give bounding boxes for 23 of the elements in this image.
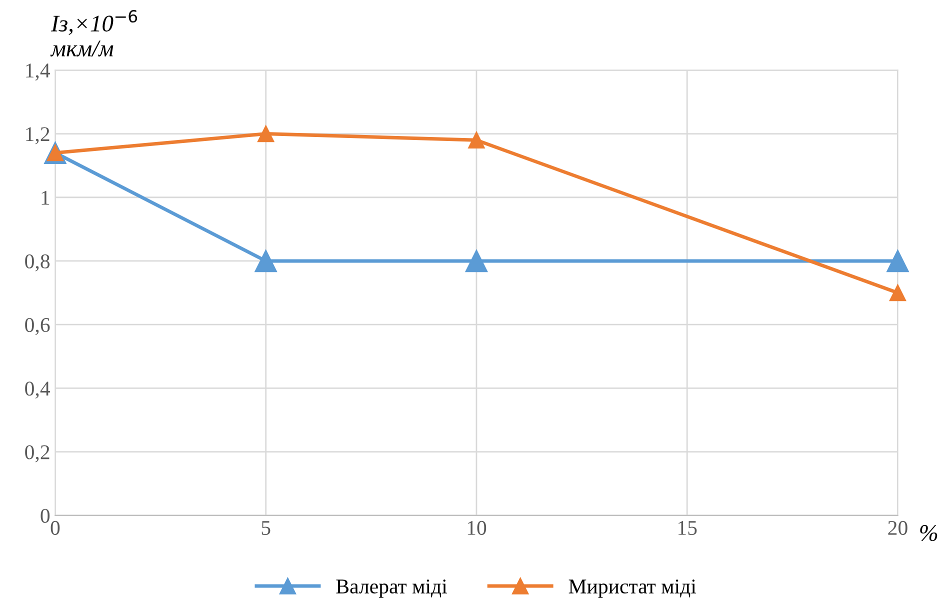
point bbox=[886, 250, 909, 272]
x-tick-label: 20 bbox=[888, 520, 908, 535]
point bbox=[889, 284, 906, 302]
y-tick-label: 0,2 bbox=[25, 445, 50, 462]
y-tick-label: 1,2 bbox=[26, 127, 50, 144]
x-tick-label: 5 bbox=[262, 521, 270, 535]
point bbox=[468, 132, 485, 148]
y-tick-label: 1 bbox=[42, 190, 50, 205]
y-axis-title: Iз,×10$^{−6}$ мкм/м bbox=[50, 10, 138, 56]
legend-label: Миристат міді bbox=[568, 580, 696, 598]
point bbox=[254, 250, 277, 272]
y-tick-label: 0,4 bbox=[25, 382, 50, 399]
y-tick-label: 0 bbox=[40, 508, 50, 523]
x-tick-label: 0 bbox=[50, 520, 60, 535]
y-tick-label: 1,4 bbox=[26, 64, 50, 81]
point bbox=[258, 125, 274, 142]
x-axis-title: % bbox=[920, 525, 938, 542]
point bbox=[465, 250, 488, 272]
x-tick-label: 15 bbox=[678, 521, 697, 535]
legend-label: Валерат міді bbox=[336, 580, 448, 598]
x-tick-label: 10 bbox=[468, 520, 486, 535]
y-tick-label: 0,6 bbox=[25, 318, 50, 336]
y-tick-label: 0,8 bbox=[25, 254, 50, 272]
